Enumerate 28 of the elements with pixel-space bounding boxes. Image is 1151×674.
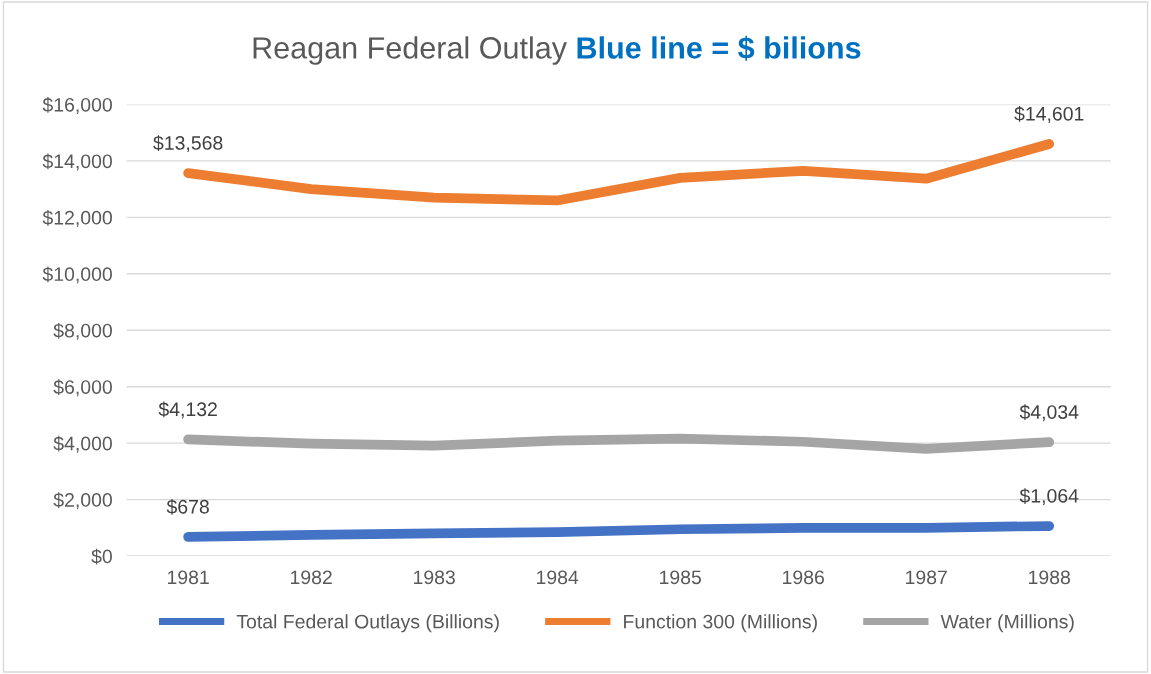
y-tick-label: $2,000 xyxy=(53,492,112,510)
legend-label: Water (Millions) xyxy=(940,614,1074,633)
x-tick-label: 1987 xyxy=(906,570,947,585)
x-tick-label: 1983 xyxy=(414,570,455,585)
x-tick-label: 1985 xyxy=(660,570,701,585)
data-label: $4,132 xyxy=(158,401,217,419)
y-tick-label: $12,000 xyxy=(42,210,112,227)
y-tick-label: $14,000 xyxy=(42,153,112,171)
x-tick-label: 1984 xyxy=(537,570,579,585)
y-tick-label: $10,000 xyxy=(42,266,112,284)
legend-label: Function 300 (Millions) xyxy=(624,614,817,633)
data-label: $678 xyxy=(166,499,209,515)
data-label: $4,034 xyxy=(1019,404,1079,422)
x-tick-label: 1981 xyxy=(167,570,209,585)
x-tick-label: 1982 xyxy=(290,570,332,585)
data-label: $1,064 xyxy=(1019,488,1079,506)
y-tick-label: $0 xyxy=(91,548,112,565)
y-tick-label: $16,000 xyxy=(42,97,112,114)
y-tick-label: $8,000 xyxy=(53,322,112,340)
y-tick-label: $6,000 xyxy=(53,379,112,397)
chart-title: Reagan Federal Outlay xyxy=(253,36,567,65)
legend-label: Total Federal Outlays (Billions) xyxy=(236,614,499,633)
chart-subtitle: Blue line = $ bilions xyxy=(577,35,861,61)
data-label: $13,568 xyxy=(153,135,223,153)
x-tick-label: 1986 xyxy=(783,570,824,585)
data-label: $14,601 xyxy=(1014,106,1084,123)
x-tick-label: 1988 xyxy=(1029,570,1070,585)
y-tick-label: $4,000 xyxy=(53,435,112,453)
